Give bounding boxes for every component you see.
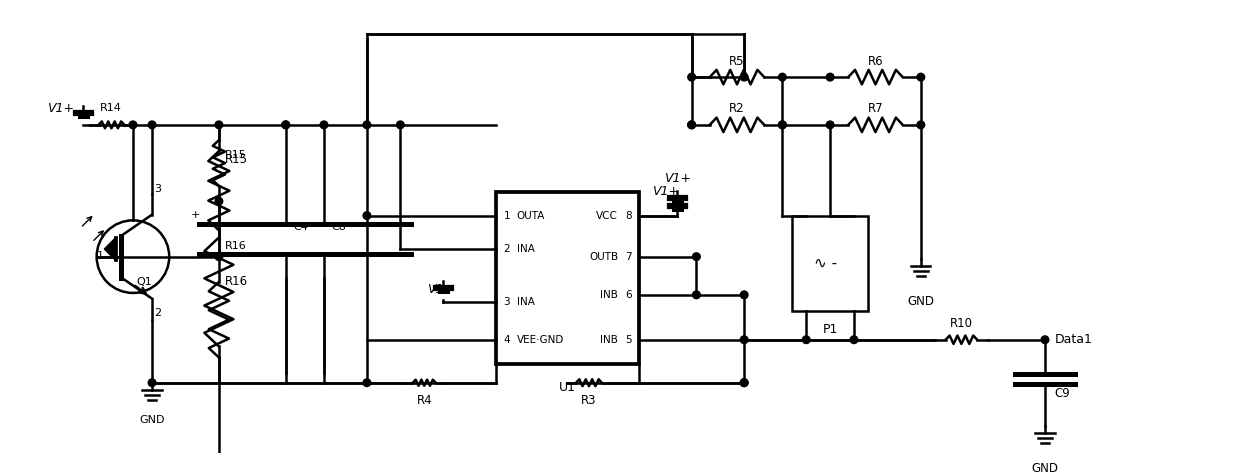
Circle shape	[740, 73, 748, 81]
Polygon shape	[104, 237, 115, 260]
Text: 1: 1	[97, 251, 104, 261]
Text: R15: R15	[224, 150, 247, 160]
Circle shape	[363, 379, 371, 386]
Text: R4: R4	[417, 394, 432, 407]
Text: R7: R7	[868, 102, 883, 115]
Text: 2: 2	[503, 244, 510, 254]
Text: V1-: V1-	[427, 283, 448, 296]
Bar	[496, 191, 639, 364]
Circle shape	[320, 121, 327, 128]
Text: V1+: V1+	[652, 185, 680, 199]
Circle shape	[281, 121, 290, 128]
Circle shape	[693, 291, 701, 299]
Circle shape	[215, 253, 223, 260]
Circle shape	[149, 379, 156, 386]
Text: C4: C4	[294, 222, 309, 232]
Circle shape	[397, 121, 404, 128]
Circle shape	[149, 121, 156, 128]
Text: V1+: V1+	[47, 102, 74, 115]
Text: 3: 3	[503, 297, 510, 307]
Text: R2: R2	[729, 102, 745, 115]
Text: OUTA: OUTA	[517, 210, 546, 220]
Circle shape	[363, 121, 371, 128]
Text: 7: 7	[625, 252, 631, 262]
Text: 8: 8	[625, 210, 631, 220]
Text: 2: 2	[154, 308, 161, 318]
Text: 4: 4	[503, 335, 510, 345]
Text: INB: INB	[600, 335, 618, 345]
Circle shape	[826, 73, 835, 81]
Text: OUTB: OUTB	[589, 252, 618, 262]
Text: 3: 3	[154, 184, 161, 194]
Text: R6: R6	[868, 55, 883, 68]
Text: 6: 6	[625, 290, 631, 300]
Text: Data1: Data1	[1054, 333, 1092, 346]
Circle shape	[693, 253, 701, 260]
Circle shape	[918, 73, 925, 81]
Text: R5: R5	[729, 55, 745, 68]
Circle shape	[740, 379, 748, 386]
Text: 5: 5	[625, 335, 631, 345]
Text: ∿ -: ∿ -	[813, 256, 837, 271]
Circle shape	[779, 73, 786, 81]
Circle shape	[215, 198, 223, 205]
Text: +: +	[190, 210, 200, 220]
Circle shape	[215, 121, 223, 128]
Circle shape	[851, 336, 858, 344]
Text: 1: 1	[503, 210, 510, 220]
Circle shape	[826, 121, 835, 128]
Circle shape	[918, 121, 925, 128]
Text: U1: U1	[559, 381, 575, 394]
Text: R3: R3	[580, 394, 596, 407]
Text: INA: INA	[517, 297, 534, 307]
Circle shape	[688, 121, 696, 128]
Text: V1+: V1+	[663, 172, 691, 185]
Circle shape	[740, 336, 748, 344]
Circle shape	[129, 121, 136, 128]
Circle shape	[688, 121, 696, 128]
Text: INB: INB	[600, 290, 618, 300]
Text: VEE·GND: VEE·GND	[517, 335, 564, 345]
Text: GND: GND	[1032, 462, 1059, 474]
Circle shape	[363, 212, 371, 219]
Text: R15: R15	[224, 153, 248, 166]
Text: R10: R10	[950, 317, 972, 330]
Circle shape	[1042, 336, 1049, 344]
Circle shape	[740, 291, 748, 299]
Text: P1: P1	[822, 322, 838, 336]
Text: R16: R16	[224, 275, 248, 288]
Text: VCC: VCC	[596, 210, 618, 220]
Text: Q1: Q1	[136, 277, 153, 287]
Circle shape	[281, 121, 290, 128]
Bar	[792, 216, 868, 311]
Circle shape	[740, 379, 748, 386]
Circle shape	[779, 121, 786, 128]
Text: INA: INA	[517, 244, 534, 254]
Circle shape	[688, 73, 696, 81]
Text: C9: C9	[1054, 387, 1070, 400]
Circle shape	[802, 336, 810, 344]
Circle shape	[779, 121, 786, 128]
Text: GND: GND	[139, 415, 165, 425]
Text: R14: R14	[100, 103, 122, 113]
Text: R16: R16	[224, 241, 247, 251]
Text: C8: C8	[331, 222, 346, 232]
Text: GND: GND	[908, 295, 934, 308]
